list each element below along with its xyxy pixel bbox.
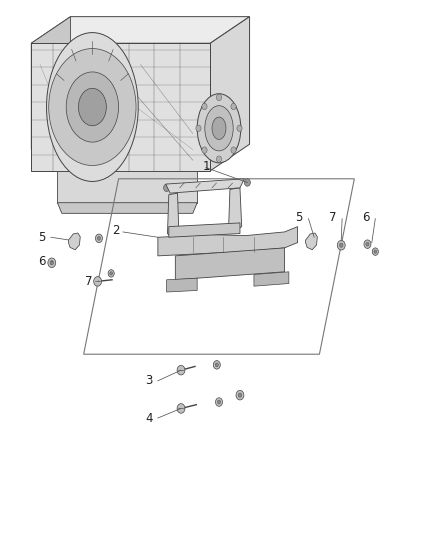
Text: 5: 5 — [296, 211, 303, 224]
Circle shape — [95, 234, 102, 243]
Text: 6: 6 — [38, 255, 45, 268]
Circle shape — [244, 179, 251, 186]
Polygon shape — [169, 223, 240, 237]
Circle shape — [50, 261, 53, 265]
Polygon shape — [167, 193, 179, 236]
Circle shape — [215, 363, 219, 367]
Circle shape — [48, 258, 56, 268]
Circle shape — [163, 184, 170, 191]
Text: 3: 3 — [145, 374, 152, 387]
Polygon shape — [166, 179, 244, 193]
Circle shape — [215, 398, 223, 406]
Polygon shape — [158, 227, 297, 256]
Polygon shape — [68, 233, 80, 250]
Polygon shape — [31, 43, 210, 171]
Circle shape — [94, 277, 102, 286]
Circle shape — [110, 272, 113, 275]
Circle shape — [237, 125, 242, 132]
Text: 6: 6 — [362, 211, 370, 224]
Polygon shape — [166, 278, 197, 292]
Polygon shape — [31, 17, 250, 43]
Circle shape — [366, 243, 369, 246]
Circle shape — [213, 361, 220, 369]
Circle shape — [236, 390, 244, 400]
Circle shape — [372, 248, 378, 255]
Circle shape — [231, 147, 236, 154]
Polygon shape — [229, 188, 242, 230]
Circle shape — [177, 403, 185, 413]
Circle shape — [202, 103, 207, 110]
Circle shape — [374, 250, 377, 253]
Ellipse shape — [66, 72, 119, 142]
Circle shape — [177, 366, 185, 375]
Text: 2: 2 — [112, 224, 120, 237]
Circle shape — [97, 237, 100, 240]
Circle shape — [217, 400, 221, 404]
Polygon shape — [31, 17, 71, 150]
Polygon shape — [175, 248, 285, 280]
Circle shape — [216, 94, 222, 101]
Circle shape — [196, 125, 201, 132]
Circle shape — [216, 156, 222, 163]
Circle shape — [339, 243, 343, 247]
Text: 7: 7 — [328, 211, 336, 224]
Polygon shape — [306, 233, 317, 250]
Ellipse shape — [46, 33, 138, 181]
Text: 1: 1 — [202, 160, 210, 173]
Ellipse shape — [78, 88, 106, 126]
Circle shape — [108, 270, 114, 277]
Ellipse shape — [205, 106, 233, 151]
Polygon shape — [254, 272, 289, 286]
Circle shape — [231, 103, 236, 110]
Polygon shape — [57, 203, 197, 213]
Circle shape — [238, 393, 242, 397]
Ellipse shape — [49, 49, 136, 165]
Ellipse shape — [197, 94, 241, 163]
Polygon shape — [57, 171, 197, 203]
Circle shape — [337, 240, 345, 250]
Text: 5: 5 — [38, 231, 45, 244]
Polygon shape — [210, 17, 250, 171]
Ellipse shape — [212, 117, 226, 140]
Text: 4: 4 — [145, 411, 152, 424]
Circle shape — [364, 240, 371, 248]
Text: 7: 7 — [85, 275, 92, 288]
Circle shape — [202, 147, 207, 154]
